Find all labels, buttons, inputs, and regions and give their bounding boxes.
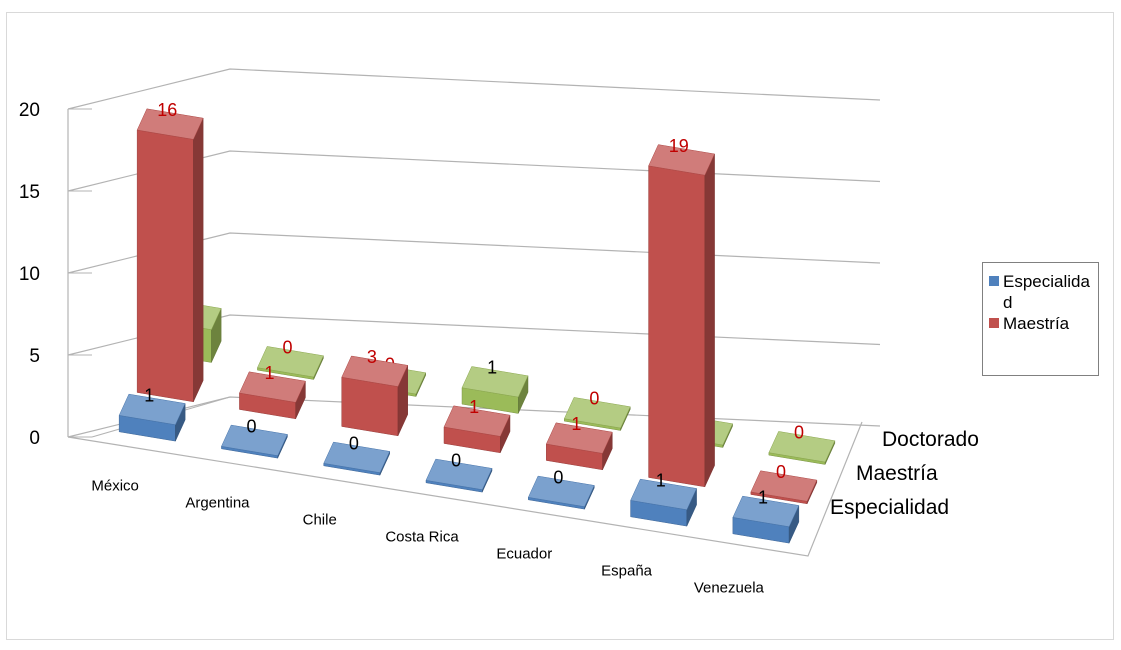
series-axis-label: Maestría — [856, 462, 938, 485]
legend-swatch-especialidad — [989, 276, 999, 286]
bar-doctorado-argentina-top — [257, 346, 324, 378]
bar-especialidad-ecuador-top — [527, 475, 595, 507]
legend-label: Especialidad — [1003, 272, 1090, 312]
data-label: 1 — [265, 363, 275, 383]
z-tick-label: 0 — [29, 428, 40, 449]
bar-maestria-ecuador-top — [545, 422, 613, 454]
chart-legend: Especialidad Maestría — [982, 262, 1099, 376]
category-label: España — [601, 563, 653, 580]
data-label: 0 — [589, 389, 599, 409]
bar-especialidad-espana-top — [630, 478, 697, 511]
bar-maestria-mexico-side — [193, 118, 204, 402]
bar-doctorado-venezuela-top — [768, 431, 836, 463]
data-label: 0 — [247, 416, 257, 436]
floor-edge — [67, 421, 863, 557]
data-label: 0 — [349, 433, 359, 453]
data-label: 0 — [283, 338, 293, 358]
data-label: 1 — [758, 487, 768, 507]
gridline — [67, 68, 881, 110]
data-label: 19 — [669, 136, 689, 156]
bar-especialidad-mexico-top — [118, 393, 186, 426]
bar-maestria-espana-top — [648, 144, 715, 176]
category-label: Venezuela — [694, 580, 765, 597]
bar-especialidad-argentina-top — [221, 424, 288, 456]
category-label: Ecuador — [496, 546, 552, 563]
z-tick-label: 5 — [29, 346, 40, 367]
bar-especialidad-chile-top — [323, 441, 391, 473]
bar-doctorado-ecuador-top — [563, 397, 631, 429]
category-label: Argentina — [185, 495, 250, 512]
bar-especialidad-costa-rica-top — [425, 458, 493, 490]
data-label: 0 — [451, 450, 461, 470]
data-label: 1 — [571, 414, 581, 434]
legend-item-especialidad: Especialidad — [989, 271, 1094, 313]
category-label: México — [91, 478, 139, 495]
category-label: Costa Rica — [385, 529, 459, 546]
bar-maestria-argentina-top — [239, 371, 306, 403]
bar-maestria-espana-front — [648, 165, 706, 488]
data-label: 3 — [367, 347, 377, 367]
bar-maestria-mexico-top — [136, 108, 204, 140]
data-label: 16 — [157, 100, 177, 120]
data-label: 1 — [144, 385, 154, 405]
z-tick-label: 15 — [19, 182, 40, 203]
bar-maestria-chile-top — [341, 355, 409, 387]
z-tick-label: 20 — [19, 100, 40, 121]
chart-frame — [6, 12, 1114, 640]
bar-maestria-espana-side — [704, 153, 715, 487]
data-label: 1 — [656, 470, 666, 490]
bar-doctorado-costa-rica-top — [461, 366, 529, 398]
data-label: 1 — [487, 358, 497, 378]
series-axis-label: Especialidad — [830, 496, 949, 519]
data-label: 0 — [776, 462, 786, 482]
category-label: Chile — [303, 512, 337, 529]
bar-maestria-costa-rica-top — [443, 405, 511, 437]
legend-swatch-maestria — [989, 318, 999, 328]
data-label: 1 — [469, 397, 479, 417]
series-axis-label: Doctorado — [882, 428, 979, 451]
z-tick-label: 10 — [19, 264, 40, 285]
legend-item-maestria: Maestría — [989, 313, 1094, 334]
bar-especialidad-venezuela-top — [732, 495, 800, 528]
data-label: 0 — [794, 423, 804, 443]
bar-maestria-chile-front — [341, 376, 399, 437]
bar-maestria-venezuela-top — [750, 470, 818, 502]
bar-maestria-mexico-front — [136, 129, 194, 403]
legend-label: Maestría — [1003, 314, 1070, 333]
data-label: 0 — [553, 467, 563, 487]
